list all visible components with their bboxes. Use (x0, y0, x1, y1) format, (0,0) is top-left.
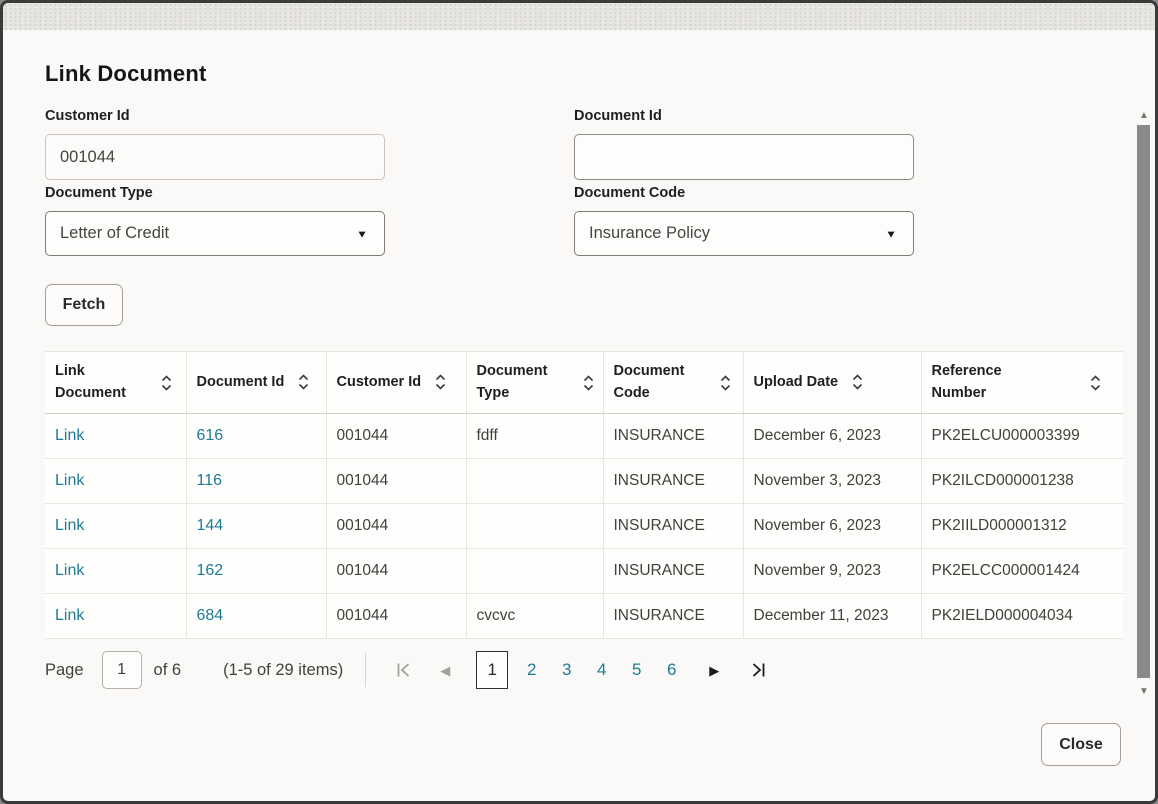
cell-document-type: cvcvc (466, 593, 604, 639)
document-code-value: Insurance Policy (589, 224, 711, 242)
document-id-link[interactable]: 116 (196, 472, 223, 489)
scroll-down-icon[interactable]: ▼ (1139, 685, 1149, 697)
page-number-input[interactable] (101, 651, 142, 689)
pagination-bar: Page of 6 (1-5 of 29 items) ◀ 1 2 3 4 5 … (45, 648, 775, 692)
document-id-label: Document Id (574, 108, 662, 124)
cell-customer-id: 001044 (326, 413, 467, 459)
cell-reference-number: PK2ELCU000003399 (921, 413, 1123, 459)
sort-icon[interactable] (1090, 374, 1101, 392)
page-link-2[interactable]: 2 (526, 660, 537, 679)
link-document-link[interactable]: Link (55, 427, 85, 444)
cell-document-type (466, 458, 604, 504)
cell-upload-date: November 3, 2023 (743, 458, 922, 504)
vertical-scrollbar[interactable]: ▲ ▼ (1135, 108, 1153, 708)
pagination-nav: ◀ 1 2 3 4 5 6 ▶ (386, 651, 775, 689)
document-type-select[interactable]: Letter of Credit ▼ (45, 211, 385, 256)
link-document-link[interactable]: Link (55, 517, 85, 534)
first-page-icon[interactable] (386, 651, 420, 689)
fetch-button[interactable]: Fetch (45, 284, 123, 326)
customer-id-label: Customer Id (45, 108, 130, 124)
column-header-upload-date[interactable]: Upload Date (743, 351, 922, 414)
cell-reference-number: PK2IILD000001312 (921, 503, 1123, 549)
column-header-document-code[interactable]: Document Code (603, 351, 744, 414)
document-id-link[interactable]: 144 (196, 517, 224, 534)
document-code-select[interactable]: Insurance Policy ▼ (574, 211, 914, 256)
link-document-link[interactable]: Link (55, 562, 85, 579)
link-document-link[interactable]: Link (55, 607, 85, 624)
previous-page-icon[interactable]: ◀ (440, 662, 451, 678)
table-row: Link 684 001044 cvcvc INSURANCE December… (45, 593, 1123, 639)
cell-document-type: fdff (466, 413, 604, 459)
page-title: Link Document (45, 61, 207, 86)
table-row: Link 116 001044 INSURANCE November 3, 20… (45, 458, 1123, 504)
table-row: Link 162 001044 INSURANCE November 9, 20… (45, 548, 1123, 594)
cell-reference-number: PK2ILCD000001238 (921, 458, 1123, 504)
table-row: Link 144 001044 INSURANCE November 6, 20… (45, 503, 1123, 549)
document-id-link[interactable]: 616 (196, 427, 224, 444)
cell-reference-number: PK2ELCC000001424 (921, 548, 1123, 594)
page-label: Page (45, 660, 84, 679)
page-link-5[interactable]: 5 (631, 660, 642, 679)
current-page-indicator[interactable]: 1 (476, 651, 509, 689)
column-header-link-document[interactable]: Link Document (45, 351, 187, 414)
document-type-field: Document Type Letter of Credit ▼ (45, 185, 385, 256)
cell-document-type (466, 503, 604, 549)
cell-document-type (466, 548, 604, 594)
column-header-customer-id[interactable]: Customer Id (326, 351, 467, 414)
cell-customer-id: 001044 (326, 503, 467, 549)
pagination-divider (365, 653, 367, 687)
document-id-input[interactable] (574, 134, 914, 180)
chevron-down-icon: ▼ (885, 227, 897, 240)
cell-upload-date: December 11, 2023 (743, 593, 922, 639)
document-code-field: Document Code Insurance Policy ▼ (574, 185, 914, 256)
page-link-4[interactable]: 4 (596, 660, 607, 679)
page-of-label: of 6 (153, 660, 182, 679)
dialog-top-strip (3, 3, 1155, 30)
table-row: Link 616 001044 fdff INSURANCE December … (45, 413, 1123, 459)
documents-table: Link Document Document Id Customer Id Do… (45, 351, 1123, 639)
document-code-label: Document Code (574, 185, 686, 201)
cell-customer-id: 001044 (326, 458, 467, 504)
cell-upload-date: December 6, 2023 (743, 413, 922, 459)
last-page-icon[interactable] (741, 651, 775, 689)
cell-upload-date: November 6, 2023 (743, 503, 922, 549)
document-id-link[interactable]: 684 (196, 607, 224, 624)
items-summary: (1-5 of 29 items) (223, 660, 344, 679)
scroll-up-icon[interactable]: ▲ (1139, 109, 1149, 121)
cell-document-code: INSURANCE (603, 413, 744, 459)
sort-icon[interactable] (298, 373, 309, 391)
cell-customer-id: 001044 (326, 548, 467, 594)
cell-upload-date: November 9, 2023 (743, 548, 922, 594)
column-header-document-type[interactable]: Document Type (466, 351, 604, 414)
close-button[interactable]: Close (1041, 723, 1121, 766)
sort-icon[interactable] (852, 373, 863, 391)
cell-document-code: INSURANCE (603, 503, 744, 549)
link-document-link[interactable]: Link (55, 472, 85, 489)
document-type-label: Document Type (45, 185, 153, 201)
sort-icon[interactable] (583, 374, 594, 392)
scrollbar-thumb[interactable] (1137, 125, 1150, 678)
page-link-6[interactable]: 6 (666, 660, 677, 679)
customer-id-input[interactable] (45, 134, 385, 180)
customer-id-field: Customer Id (45, 108, 385, 180)
cell-document-code: INSURANCE (603, 593, 744, 639)
table-header-row: Link Document Document Id Customer Id Do… (45, 351, 1123, 414)
column-header-document-id[interactable]: Document Id (186, 351, 327, 414)
cell-reference-number: PK2IELD000004034 (921, 593, 1123, 639)
column-header-reference-number[interactable]: Reference Number (921, 351, 1123, 414)
document-type-value: Letter of Credit (60, 224, 170, 242)
sort-icon[interactable] (161, 374, 172, 392)
next-page-icon[interactable]: ▶ (709, 662, 720, 678)
page-link-3[interactable]: 3 (561, 660, 572, 679)
cell-document-code: INSURANCE (603, 548, 744, 594)
document-id-field: Document Id (574, 108, 914, 180)
cell-customer-id: 001044 (326, 593, 467, 639)
cell-document-code: INSURANCE (603, 458, 744, 504)
sort-icon[interactable] (435, 373, 446, 391)
sort-icon[interactable] (720, 374, 731, 392)
document-id-link[interactable]: 162 (196, 562, 224, 579)
chevron-down-icon: ▼ (356, 227, 368, 240)
